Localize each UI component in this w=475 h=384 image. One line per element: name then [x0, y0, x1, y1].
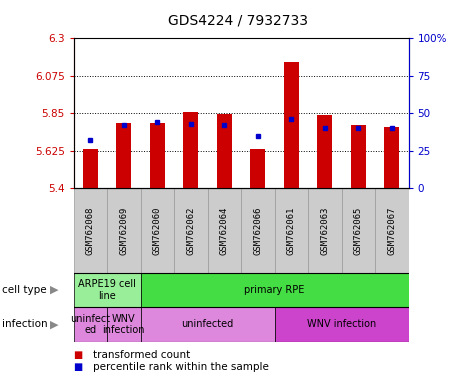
- Bar: [342, 188, 375, 273]
- Bar: [250, 149, 266, 188]
- Bar: [275, 307, 408, 342]
- Text: GSM762067: GSM762067: [387, 206, 396, 255]
- Bar: [83, 149, 98, 188]
- Text: uninfected: uninfected: [181, 319, 234, 329]
- Bar: [141, 188, 174, 273]
- Bar: [141, 273, 408, 307]
- Bar: [317, 115, 332, 188]
- Text: transformed count: transformed count: [93, 350, 190, 360]
- Bar: [308, 188, 342, 273]
- Text: GSM762066: GSM762066: [253, 206, 262, 255]
- Text: cell type: cell type: [2, 285, 47, 295]
- Text: ARPE19 cell
line: ARPE19 cell line: [78, 279, 136, 301]
- Text: ■: ■: [74, 350, 83, 360]
- Bar: [208, 188, 241, 273]
- Text: percentile rank within the sample: percentile rank within the sample: [93, 362, 268, 372]
- Text: WNV infection: WNV infection: [307, 319, 376, 329]
- Text: GSM762064: GSM762064: [220, 206, 229, 255]
- Text: ■: ■: [74, 362, 83, 372]
- Bar: [74, 307, 107, 342]
- Bar: [241, 188, 275, 273]
- Bar: [107, 307, 141, 342]
- Bar: [183, 113, 199, 188]
- Bar: [141, 307, 275, 342]
- Text: primary RPE: primary RPE: [244, 285, 305, 295]
- Text: GSM762065: GSM762065: [354, 206, 363, 255]
- Text: GSM762061: GSM762061: [287, 206, 296, 255]
- Text: GSM762068: GSM762068: [86, 206, 95, 255]
- Bar: [217, 114, 232, 188]
- Text: GDS4224 / 7932733: GDS4224 / 7932733: [168, 13, 307, 27]
- Text: GSM762069: GSM762069: [119, 206, 128, 255]
- Text: ▶: ▶: [50, 319, 59, 329]
- Bar: [284, 62, 299, 188]
- Text: GSM762062: GSM762062: [186, 206, 195, 255]
- Bar: [150, 123, 165, 188]
- Text: uninfect
ed: uninfect ed: [70, 314, 110, 335]
- Bar: [351, 125, 366, 188]
- Bar: [384, 127, 399, 188]
- Bar: [375, 188, 408, 273]
- Text: infection: infection: [2, 319, 48, 329]
- Text: GSM762060: GSM762060: [153, 206, 162, 255]
- Bar: [275, 188, 308, 273]
- Text: WNV
infection: WNV infection: [103, 314, 145, 335]
- Bar: [74, 188, 107, 273]
- Bar: [116, 123, 132, 188]
- Text: GSM762063: GSM762063: [320, 206, 329, 255]
- Bar: [174, 188, 208, 273]
- Text: ▶: ▶: [50, 285, 59, 295]
- Bar: [107, 188, 141, 273]
- Bar: [74, 273, 141, 307]
